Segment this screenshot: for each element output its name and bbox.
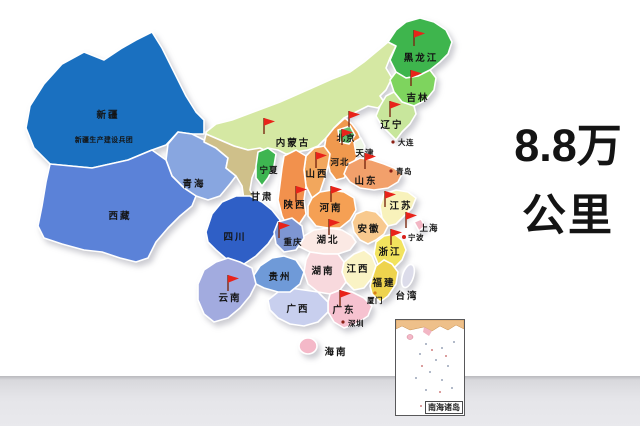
- province-label-taiwan: 台湾: [395, 290, 418, 302]
- province-jilin: [389, 69, 437, 107]
- province-label-henan: 河南: [319, 202, 342, 214]
- province-hainan: [298, 337, 318, 355]
- province-tianjin: [353, 137, 366, 157]
- province-label-shanghai: 上海: [419, 223, 438, 233]
- province-jiangsu: [379, 189, 417, 227]
- province-label-sichuan: 四川: [223, 232, 246, 243]
- province-shanghai: [413, 218, 426, 232]
- inset-guangdong-patch: [423, 327, 432, 336]
- province-xizang: [37, 149, 197, 263]
- province-label-heilongjiang: 黑龙江: [404, 52, 439, 64]
- province-label-xizang: 西藏: [108, 210, 131, 222]
- province-label-hunan: 湖南: [311, 265, 334, 277]
- province-label-qinghai: 青海: [182, 178, 205, 190]
- city-label-shenzhen: 深圳: [348, 318, 364, 328]
- province-label-chongqing: 重庆: [283, 237, 302, 247]
- city-markers: 大连 青岛 宁波 深圳 厦门: [341, 137, 424, 328]
- province-label-beijing: 北京: [336, 133, 355, 143]
- city-dot-icon: [389, 169, 393, 173]
- province-labels: 黑龙江 吉林 辽宁 内蒙古 北京 天津 河北 山西 山东 河南 江苏 安徽 上海…: [75, 52, 439, 358]
- province-liaoning: [375, 91, 417, 141]
- province-ningxia: [255, 147, 277, 187]
- headline: 8.8万 公里: [498, 120, 638, 242]
- province-label-guangdong: 广东: [332, 304, 355, 316]
- island-marks-red: [420, 349, 449, 409]
- city-label-qingdao: 青岛: [396, 166, 412, 176]
- province-label-jiangxi: 江西: [346, 263, 369, 275]
- province-label-shandong: 山东: [354, 175, 377, 187]
- province-label-zhejiang: 浙江: [378, 246, 401, 258]
- city-dot-icon: [402, 235, 406, 239]
- city-dot-icon: [391, 140, 395, 144]
- city-label-ningbo: 宁波: [408, 232, 424, 242]
- province-label-anhui: 安徽: [357, 223, 380, 235]
- province-label-gansu: 甘肃: [250, 191, 273, 203]
- province-taiwan: [400, 263, 416, 289]
- province-label-ningxia: 宁夏: [259, 165, 278, 175]
- province-label-neimenggu: 内蒙古: [276, 137, 311, 149]
- inset-title: 南海诸岛: [425, 401, 463, 414]
- province-shandong: [343, 157, 403, 191]
- province-sichuan: [205, 195, 281, 265]
- province-label-guizhou: 贵州: [268, 271, 291, 283]
- province-label-guangxi: 广西: [286, 303, 309, 315]
- city-dot-icon: [373, 291, 377, 295]
- province-label-xinjiang: 新疆: [96, 109, 119, 121]
- headline-value: 8.8万: [514, 120, 622, 171]
- province-label-hubei: 湖北: [316, 234, 339, 246]
- xinjiang-corps-label: 新疆生产建设兵团: [75, 135, 133, 144]
- province-label-jiangsu: 江苏: [389, 200, 412, 212]
- province-label-liaoning: 辽宁: [380, 119, 403, 131]
- province-label-shaanxi: 陕西: [283, 199, 306, 211]
- city-label-xiamen: 厦门: [367, 295, 383, 305]
- province-label-shanxi: 山西: [305, 168, 328, 180]
- province-anhui: [351, 209, 389, 245]
- province-shaanxi: [277, 149, 307, 229]
- inset-coastline: [395, 319, 465, 332]
- province-label-jilin: 吉林: [406, 92, 429, 104]
- bottom-gray-bar: [0, 376, 640, 426]
- province-label-yunnan: 云南: [218, 292, 241, 304]
- province-yunnan: [197, 257, 257, 323]
- island-marks: [415, 341, 455, 403]
- south-china-sea-inset: 南海诸岛: [395, 319, 465, 416]
- city-dot-icon: [341, 320, 345, 324]
- province-guizhou: [251, 255, 305, 293]
- province-label-fujian: 福建: [371, 277, 395, 289]
- inset-hainan-island: [406, 334, 414, 340]
- province-heilongjiang: [387, 17, 453, 79]
- city-label-dalian: 大连: [398, 137, 414, 147]
- province-label-hainan: 海南: [324, 346, 347, 358]
- province-label-hebei: 河北: [330, 157, 349, 167]
- headline-unit: 公里: [522, 191, 614, 240]
- province-fujian: [369, 259, 399, 303]
